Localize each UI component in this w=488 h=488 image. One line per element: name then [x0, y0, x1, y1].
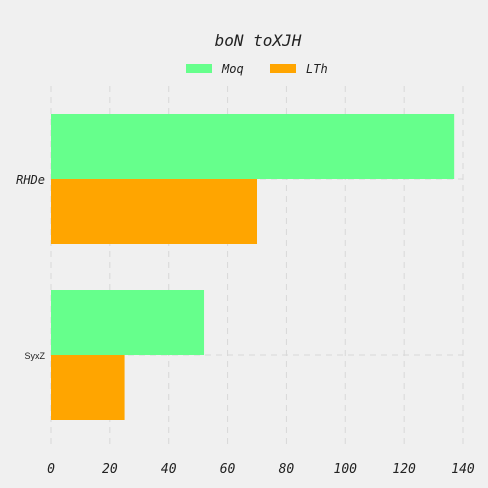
x-tick-label: 20 — [102, 462, 118, 477]
x-tick-label: 140 — [451, 462, 475, 477]
y-tick-label-rhde: RHDe — [16, 173, 45, 187]
x-tick-label: 100 — [334, 462, 358, 477]
x-tick-label: 0 — [47, 462, 55, 477]
bars — [51, 114, 455, 420]
bar-lth-rhde — [51, 179, 257, 244]
x-tick-label: 80 — [279, 462, 295, 477]
bar-lth-syxz — [51, 355, 125, 420]
legend-label-moq: Moq — [221, 62, 244, 76]
legend-swatch-moq — [186, 64, 212, 73]
legend: Moq LTh — [186, 62, 328, 76]
x-tick-label: 60 — [220, 462, 236, 477]
chart-title: boN toXJH — [215, 31, 302, 50]
legend-swatch-lth — [270, 64, 296, 73]
x-tick-label: 120 — [392, 462, 416, 477]
x-axis-ticks: 0 20 40 60 80 100 120 140 — [47, 462, 475, 477]
bar-moq-syxz — [51, 290, 205, 355]
bar-moq-rhde — [51, 114, 455, 179]
legend-label-lth: LTh — [306, 62, 328, 76]
x-tick-label: 40 — [161, 462, 177, 477]
y-tick-label-syxz: SyxZ — [24, 351, 45, 361]
